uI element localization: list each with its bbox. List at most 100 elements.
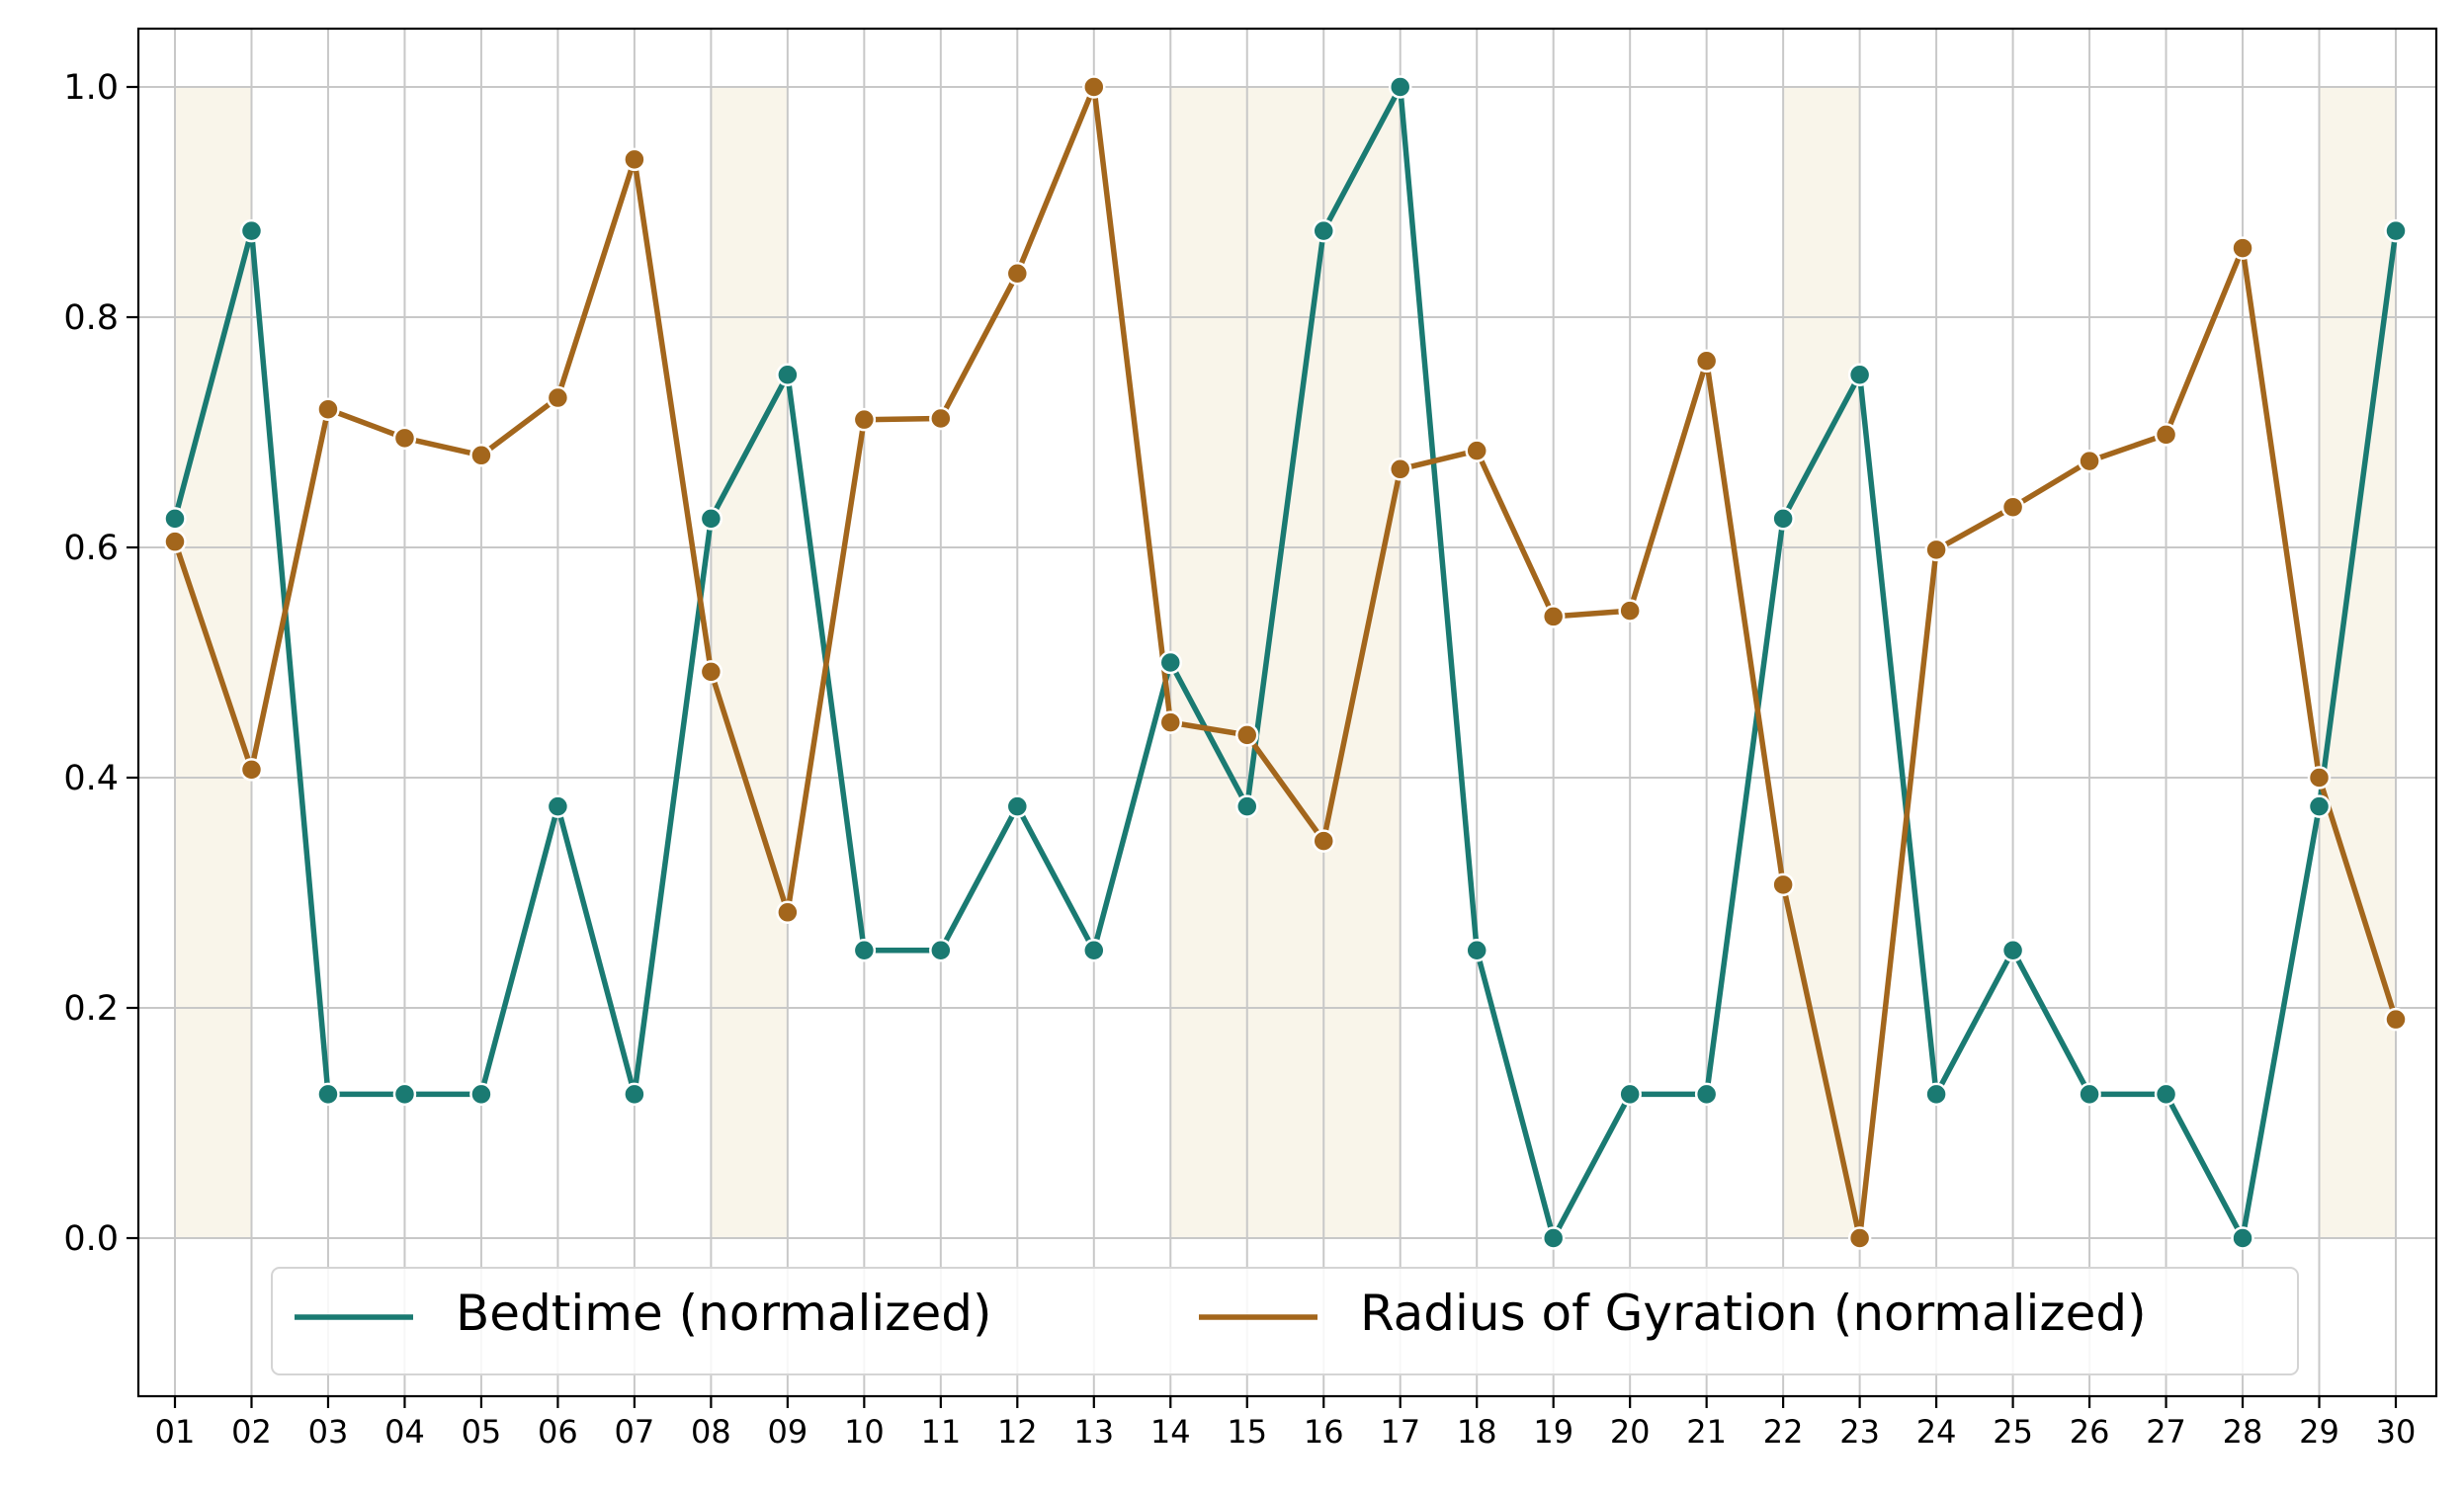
series-2-point-15 [1235, 723, 1259, 747]
series-2-point-07 [623, 147, 646, 172]
shaded-span-08-09 [711, 87, 788, 1238]
series-1-point-16 [1312, 218, 1335, 243]
series-markers [163, 75, 2408, 1250]
series-1-point-03 [316, 1082, 340, 1107]
series-1-point-30 [2384, 218, 2408, 243]
series-2-point-17 [1388, 457, 1412, 481]
x-tick-label: 30 [2376, 1413, 2417, 1451]
legend-label-2: Radius of Gyration (normalized) [1360, 1285, 2147, 1342]
x-tick-label: 04 [384, 1413, 425, 1451]
series-1-point-23 [1847, 363, 1872, 386]
weekend-shading [175, 87, 2396, 1238]
series-1-point-04 [392, 1082, 417, 1107]
x-tick-label: 22 [1763, 1413, 1804, 1451]
series-2-point-22 [1771, 873, 1795, 897]
x-tick-label: 15 [1227, 1413, 1267, 1451]
x-tick-label: 26 [2070, 1413, 2110, 1451]
series-1-point-09 [776, 363, 800, 386]
y-tick-label: 1.0 [63, 68, 119, 108]
x-tick-label: 07 [615, 1413, 655, 1451]
series-1-point-15 [1235, 794, 1259, 818]
series-line-2 [172, 84, 2399, 1241]
series-2-point-23 [1847, 1226, 1872, 1250]
x-tick-label: 17 [1380, 1413, 1420, 1451]
y-tick-label: 0.2 [63, 989, 119, 1029]
legend-box [271, 1267, 2299, 1375]
x-tick-label: 11 [920, 1413, 961, 1451]
series-2-point-12 [1005, 261, 1030, 286]
series-1-point-17 [1388, 75, 1412, 99]
series-1-point-26 [2078, 1082, 2101, 1107]
x-tick-label: 09 [768, 1413, 808, 1451]
series-2-point-04 [392, 426, 417, 451]
x-tick-label: 01 [155, 1413, 196, 1451]
series-1-point-10 [852, 939, 877, 962]
series-2-point-16 [1312, 829, 1335, 853]
series-lines [172, 84, 2399, 1241]
series-1-point-12 [1005, 794, 1030, 818]
grid-lines [138, 29, 2436, 1396]
series-2-point-19 [1541, 605, 1566, 628]
series-2-point-24 [1924, 538, 1948, 562]
series-2-point-05 [469, 444, 493, 467]
series-1-point-21 [1694, 1082, 1719, 1107]
shaded-span-14-17 [1170, 87, 1401, 1238]
x-tick-label: 19 [1533, 1413, 1573, 1451]
x-tick-label: 13 [1073, 1413, 1114, 1451]
shaded-span-29-30 [2319, 87, 2396, 1238]
series-1-point-20 [1618, 1082, 1642, 1107]
series-1-point-01 [163, 507, 187, 531]
series-1-point-14 [1158, 650, 1183, 675]
series-2-point-10 [852, 407, 877, 432]
y-tick-label: 0.6 [63, 529, 119, 568]
series-1-point-13 [1082, 939, 1106, 962]
x-tick-label: 20 [1610, 1413, 1651, 1451]
x-tick-label: 27 [2146, 1413, 2186, 1451]
x-tick-label: 08 [691, 1413, 731, 1451]
series-2-point-11 [929, 406, 953, 431]
x-tick-label: 23 [1839, 1413, 1880, 1451]
series-2-point-09 [776, 900, 800, 925]
series-2-point-28 [2231, 236, 2254, 260]
series-1-point-19 [1541, 1226, 1566, 1250]
series-2-point-30 [2384, 1007, 2408, 1032]
series-1-point-28 [2231, 1226, 2254, 1250]
y-tick-label: 0.8 [63, 298, 119, 338]
series-2-point-21 [1694, 349, 1719, 374]
series-2-point-01 [163, 530, 187, 553]
series-2-point-20 [1618, 599, 1642, 623]
x-axis: 01 02 03 04 05 06 07 08 09 10 11 12 13 14 15 16 17 18 19 20… [155, 1396, 2417, 1451]
series-1-point-29 [2307, 794, 2332, 818]
x-tick-label: 28 [2223, 1413, 2263, 1451]
shaded-span-22-23 [1783, 87, 1860, 1238]
series-1-point-25 [2000, 939, 2025, 962]
x-tick-label: 16 [1304, 1413, 1344, 1451]
x-tick-label: 05 [462, 1413, 502, 1451]
series-1-point-08 [699, 507, 723, 531]
plot-frame [136, 27, 2438, 1398]
legend: Bedtime (normalized) Radius of Gyration (… [271, 1267, 2299, 1375]
series-2-point-13 [1082, 75, 1106, 99]
y-tick-label: 0.0 [63, 1219, 119, 1259]
x-tick-label: 12 [997, 1413, 1038, 1451]
series-2-point-14 [1158, 710, 1183, 734]
series-1-point-07 [623, 1082, 646, 1107]
series-2-point-26 [2078, 449, 2101, 473]
series-1-point-05 [469, 1082, 493, 1107]
x-tick-label: 10 [844, 1413, 885, 1451]
x-tick-label: 03 [308, 1413, 349, 1451]
series-1-point-11 [929, 939, 953, 962]
series-2-point-06 [546, 385, 570, 410]
x-tick-label: 29 [2299, 1413, 2339, 1451]
series-1-point-06 [546, 794, 570, 818]
series-2-point-02 [239, 758, 264, 782]
series-2-point-25 [2000, 495, 2025, 519]
x-tick-label: 06 [538, 1413, 578, 1451]
y-axis: 0.0 0.2 0.4 0.6 0.8 1.0 [63, 68, 138, 1259]
series-1-point-27 [2154, 1082, 2178, 1107]
series-2-point-27 [2154, 423, 2178, 447]
legend-label-1: Bedtime (normalized) [456, 1285, 992, 1342]
x-tick-label: 18 [1457, 1413, 1497, 1451]
series-line-1 [172, 84, 2399, 1241]
series-2-point-08 [699, 660, 723, 684]
